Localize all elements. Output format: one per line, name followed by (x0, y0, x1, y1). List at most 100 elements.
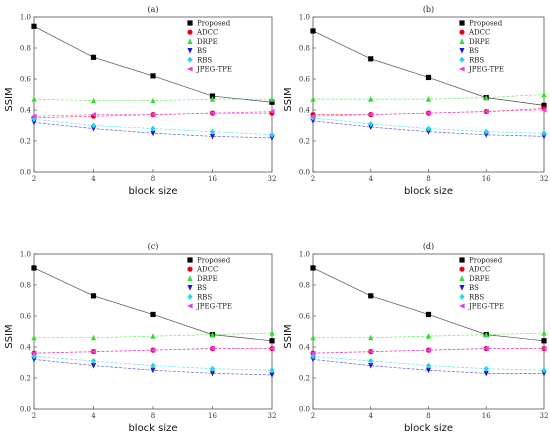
legend-marker (187, 266, 193, 272)
legend-marker (459, 29, 465, 35)
y-tick-label: 1.0 (299, 14, 310, 22)
data-point (368, 120, 374, 127)
legend-label: ADCC (468, 266, 490, 274)
data-point (310, 265, 316, 271)
y-tick-label: 0.4 (20, 107, 32, 115)
data-point (368, 334, 374, 341)
legend-marker (187, 293, 193, 300)
data-point (90, 112, 97, 118)
data-point (310, 96, 316, 102)
y-tick-label: 0.0 (299, 169, 310, 177)
data-point (209, 365, 216, 372)
legend-marker (187, 48, 193, 54)
y-tick-label: 0.0 (20, 406, 31, 414)
y-tick-label: 0.6 (20, 76, 32, 84)
series-bs (31, 119, 275, 141)
series-line (312, 117, 545, 134)
legend-label: BS (197, 284, 207, 292)
legend-marker (187, 29, 193, 35)
data-point (269, 330, 275, 336)
y-tick-label: 0.8 (20, 45, 31, 53)
data-point (209, 370, 216, 377)
data-point (310, 356, 316, 363)
plot-frame (312, 253, 545, 410)
y-tick-label: 0.6 (299, 76, 311, 84)
legend-marker (459, 285, 465, 291)
plot-frame (312, 16, 545, 173)
x-tick-label: 2 (311, 412, 315, 420)
data-point (541, 102, 547, 108)
legend-label: RBS (197, 293, 212, 301)
data-point (269, 372, 275, 378)
data-point (209, 133, 216, 140)
x-tick-label: 4 (369, 175, 374, 183)
legend-label: BS (469, 284, 479, 292)
data-point (483, 331, 489, 338)
y-tick-label: 0.8 (299, 282, 310, 290)
data-point (31, 356, 37, 363)
series-drpe (31, 96, 275, 104)
series-rbs (31, 116, 275, 138)
chart-panel-2: 0.0 0.2 0.4 0.6 0.8 1.0 2 4 8 16 32 (b) block size SS… (283, 5, 548, 197)
data-point (209, 93, 216, 99)
data-point (31, 23, 37, 29)
legend-label: Proposed (197, 20, 231, 28)
data-point (541, 330, 547, 336)
chart-panel-1: 0.0 0.2 0.4 0.6 0.8 1.0 2 4 8 16 32 (a) block size SS… (4, 5, 276, 197)
x-tick-label: 2 (311, 175, 315, 183)
x-tick-label: 16 (208, 412, 217, 420)
x-axis-label: block size (128, 186, 177, 197)
legend-marker (187, 303, 193, 309)
x-tick-label: 32 (268, 175, 277, 183)
legend-label: DRPE (469, 38, 490, 46)
series-drpe (310, 330, 547, 341)
legend-label: ADCC (468, 29, 490, 37)
data-point (541, 370, 547, 377)
data-point (425, 347, 432, 353)
panel-title: (d) (423, 242, 434, 251)
data-point (368, 357, 374, 364)
legend-marker (459, 48, 465, 54)
data-point (209, 345, 216, 352)
data-point (31, 334, 37, 341)
y-tick-label: 1.0 (299, 251, 310, 259)
legend-label: Proposed (469, 257, 503, 265)
x-tick-label: 4 (91, 175, 96, 183)
data-point (209, 331, 216, 338)
data-point (209, 110, 216, 116)
data-point (150, 130, 156, 137)
data-point (541, 107, 547, 113)
data-point (483, 132, 489, 138)
y-tick-label: 0.4 (299, 344, 311, 352)
x-tick-label: 8 (426, 175, 430, 183)
series-rbs (310, 353, 547, 374)
legend-label: DRPE (197, 275, 218, 283)
data-point (90, 122, 97, 129)
data-point (269, 131, 275, 138)
x-tick-label: 2 (32, 412, 36, 420)
series-bs (310, 356, 547, 377)
panel-title: (a) (147, 5, 158, 14)
data-point (425, 311, 432, 318)
y-tick-label: 0.0 (299, 406, 310, 414)
data-point (90, 54, 97, 60)
data-point (90, 363, 97, 369)
data-point (368, 56, 374, 62)
data-point (483, 128, 489, 135)
y-tick-label: 0.2 (299, 138, 310, 146)
data-point (483, 108, 489, 115)
series-line (313, 108, 545, 116)
series-line (312, 120, 545, 137)
legend-label: JPEG-TPE (196, 303, 232, 311)
data-point (310, 350, 316, 356)
y-tick-label: 0.4 (20, 344, 32, 352)
data-point (269, 135, 275, 141)
x-tick-label: 8 (151, 175, 155, 183)
data-point (150, 112, 156, 118)
series-jpeg-tpe (310, 107, 547, 119)
y-tick-label: 1.0 (20, 251, 31, 259)
y-tick-label: 0.2 (20, 138, 31, 146)
